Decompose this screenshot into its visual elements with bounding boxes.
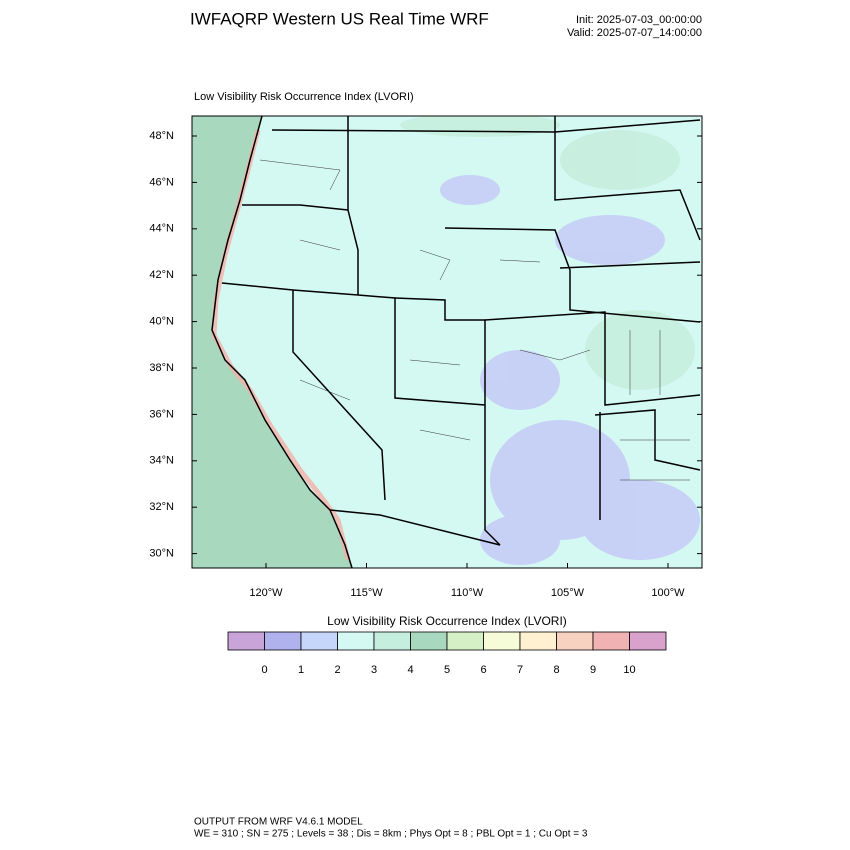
colorbar-label: 7	[517, 664, 523, 676]
colorbar-label: 1	[298, 664, 304, 676]
lat-label: 44°N	[149, 223, 174, 235]
colorbar-box	[483, 631, 521, 651]
lon-label: 105°W	[551, 587, 585, 599]
lat-label: 48°N	[149, 130, 174, 142]
colorbar-box	[556, 631, 594, 651]
colorbar-box	[410, 631, 448, 651]
colorbar-box	[446, 631, 484, 651]
colorbar-label: 4	[407, 664, 413, 676]
lat-label: 46°N	[149, 176, 174, 188]
colorbar-box	[519, 631, 557, 651]
colorbar-box	[373, 631, 411, 651]
lat-label: 42°N	[149, 269, 174, 281]
footer-line: OUTPUT FROM WRF V4.6.1 MODEL	[194, 817, 363, 828]
title: IWFAQRP Western US Real Time WRF	[190, 9, 489, 28]
map-subtitle: Low Visibility Risk Occurrence Index (LV…	[194, 91, 414, 103]
lat-label: 32°N	[149, 501, 174, 513]
colorbar-label: 3	[371, 664, 377, 676]
colorbar-label: 8	[553, 664, 559, 676]
lon-label: 115°W	[350, 587, 383, 599]
lat-label: 30°N	[149, 548, 174, 560]
colorbar-label: 2	[334, 664, 340, 676]
colorbar-box	[629, 631, 667, 651]
colorbar-label: 9	[590, 664, 596, 676]
lat-label: 38°N	[149, 362, 174, 374]
valid-time: Valid: 2025-07-07_14:00:00	[567, 27, 702, 39]
colorbar-label: 0	[261, 664, 267, 676]
lon-label: 120°W	[249, 587, 283, 599]
lat-label: 40°N	[149, 316, 174, 328]
colorbar-box	[300, 631, 338, 651]
lat-label: 36°N	[149, 408, 174, 420]
lat-label: 34°N	[149, 455, 174, 467]
lon-label: 100°W	[651, 587, 685, 599]
colorbar-label: 10	[623, 664, 635, 676]
init-time: Init: 2025-07-03_00:00:00	[576, 14, 702, 26]
map-frame	[191, 115, 703, 569]
map-field	[192, 116, 702, 568]
lon-label: 110°W	[451, 587, 484, 599]
colorbar-box	[264, 631, 302, 651]
colorbar-box	[592, 631, 630, 651]
colorbar-label: 5	[444, 664, 450, 676]
colorbar-box	[227, 631, 265, 651]
footer-line: WE = 310 ; SN = 275 ; Levels = 38 ; Dis …	[194, 829, 588, 840]
colorbar-label: 6	[480, 664, 486, 676]
colorbar-box	[337, 631, 375, 651]
colorbar-title: Low Visibility Risk Occurrence Index (LV…	[327, 614, 567, 628]
